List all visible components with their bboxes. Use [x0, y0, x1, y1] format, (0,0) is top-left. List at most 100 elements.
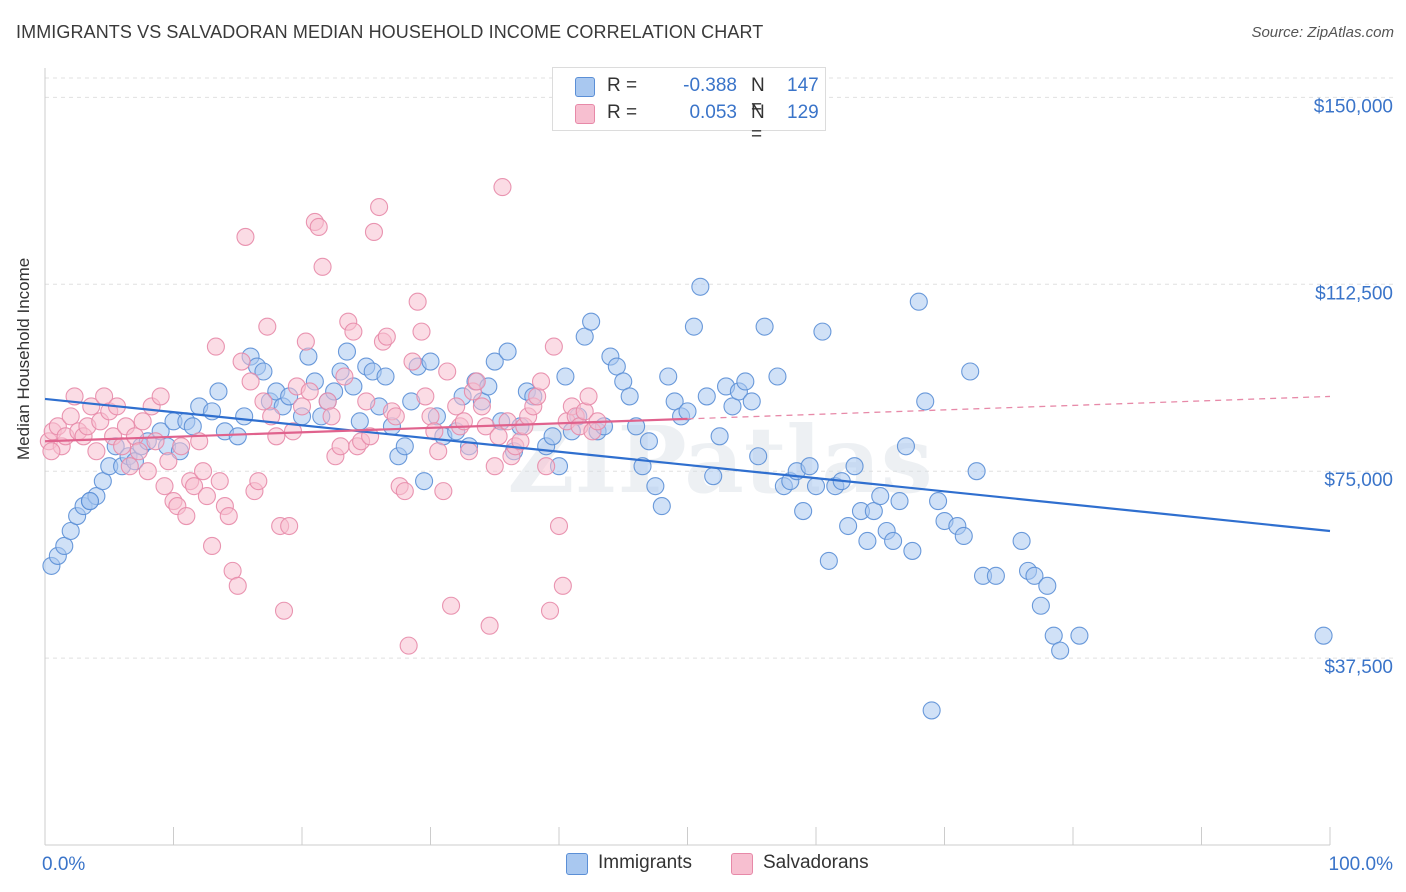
chart-title: IMMIGRANTS VS SALVADORAN MEDIAN HOUSEHOL…	[16, 22, 764, 42]
data-point	[203, 536, 222, 556]
data-point	[416, 387, 435, 406]
immigrants-label: Immigrants	[598, 852, 692, 873]
data-point	[678, 402, 697, 421]
data-point	[1070, 626, 1089, 645]
data-point	[929, 492, 948, 511]
data-point	[537, 457, 556, 476]
data-point	[659, 367, 678, 386]
legend-n-label: N =	[751, 75, 765, 118]
data-point	[582, 312, 601, 331]
data-point	[194, 462, 213, 481]
data-point	[146, 432, 165, 451]
data-point	[665, 392, 684, 411]
data-point	[210, 472, 229, 491]
data-point	[553, 576, 572, 595]
data-point	[274, 601, 294, 620]
data-point	[768, 367, 787, 386]
data-point	[710, 427, 729, 446]
data-point	[749, 447, 768, 466]
data-point	[806, 477, 826, 496]
data-point	[399, 636, 418, 655]
data-point	[292, 397, 312, 416]
data-point	[313, 257, 332, 276]
data-point	[556, 367, 575, 386]
data-point	[691, 277, 710, 296]
legend-r-value: 0.053	[689, 102, 737, 123]
data-point	[258, 317, 277, 336]
data-point	[357, 392, 376, 411]
data-point	[395, 437, 414, 456]
data-point	[412, 322, 431, 341]
data-point	[408, 292, 427, 311]
data-point	[415, 472, 434, 491]
data-point	[228, 576, 247, 595]
data-point	[579, 387, 598, 406]
data-point	[472, 397, 491, 416]
data-point	[80, 492, 100, 511]
legend-r-label: R =	[607, 102, 638, 123]
data-point	[267, 427, 286, 446]
data-point	[549, 516, 569, 536]
data-point	[1031, 596, 1050, 615]
salvadorans-label: Salvadorans	[763, 852, 869, 873]
data-point	[1038, 576, 1057, 595]
data-point	[922, 701, 941, 720]
data-point	[1012, 531, 1031, 551]
data-point	[544, 337, 563, 356]
data-point	[185, 477, 204, 496]
data-point	[87, 442, 106, 461]
data-point	[723, 397, 742, 416]
data-point	[864, 502, 883, 521]
data-point	[337, 342, 357, 361]
data-point	[335, 367, 354, 386]
data-point	[903, 541, 922, 560]
data-point	[331, 437, 350, 456]
data-point	[543, 427, 562, 446]
data-point	[528, 387, 547, 406]
data-point	[318, 392, 337, 411]
y-axis-label: Median Household Income	[14, 257, 33, 460]
legend-n-value: 129	[787, 102, 819, 123]
legend-n-value: 147	[787, 75, 819, 96]
data-point	[93, 472, 112, 491]
data-point	[254, 392, 273, 411]
data-point	[434, 482, 453, 501]
data-point	[228, 427, 247, 446]
y-tick-label: $75,000	[1324, 470, 1393, 491]
data-point	[364, 222, 384, 242]
y-tick-label: $150,000	[1314, 96, 1393, 117]
data-point	[183, 417, 202, 436]
data-point	[493, 178, 512, 197]
data-point	[967, 462, 986, 481]
y-tick-label: $37,500	[1324, 657, 1393, 678]
data-point	[467, 372, 486, 391]
data-point	[736, 372, 755, 391]
data-point	[684, 317, 703, 336]
data-point	[395, 482, 414, 501]
data-point	[299, 347, 318, 366]
source-label: Source: ZipAtlas.com	[1251, 24, 1394, 41]
data-point	[954, 526, 973, 546]
data-point	[322, 407, 341, 426]
trend-line-extension	[687, 395, 1331, 420]
data-point	[884, 531, 903, 551]
data-point	[350, 412, 369, 431]
data-point	[376, 367, 395, 386]
data-point	[447, 397, 466, 416]
data-point	[986, 566, 1005, 585]
correlation-legend: R = -0.388 N = 147 R = 0.053 N = 129	[552, 67, 826, 145]
data-point	[890, 492, 909, 511]
data-point	[1025, 566, 1044, 585]
data-point	[172, 437, 191, 456]
data-point	[498, 342, 517, 361]
data-point	[794, 502, 813, 521]
data-point	[206, 337, 225, 356]
data-point	[485, 352, 504, 371]
data-point	[421, 352, 440, 371]
data-point	[386, 407, 405, 426]
data-point	[155, 477, 174, 496]
data-point	[639, 432, 659, 451]
data-point	[280, 516, 299, 536]
salvadorans-points	[39, 178, 607, 655]
